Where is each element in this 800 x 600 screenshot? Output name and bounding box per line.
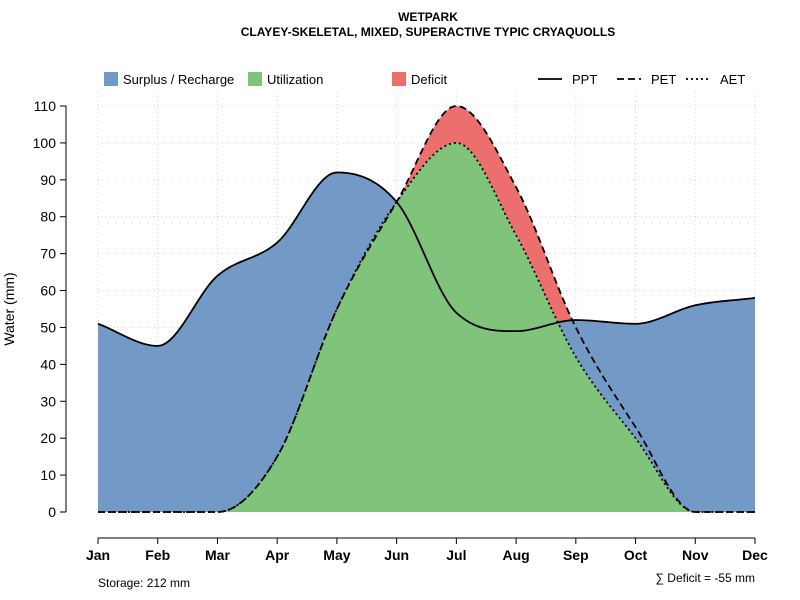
storage-note: Storage: 212 mm [98,576,190,590]
x-tick-label: Oct [624,547,648,563]
legend-label-aet: AET [720,72,745,87]
legend-label-pet: PET [651,72,676,87]
y-tick-label: 0 [48,504,56,520]
x-tick-label: Mar [205,547,230,563]
chart-subtitle: CLAYEY-SKELETAL, MIXED, SUPERACTIVE TYPI… [241,25,616,39]
y-tick-label: 90 [40,172,56,188]
y-tick-label: 20 [40,430,56,446]
legend-swatch-deficit [392,72,406,86]
y-tick-label: 80 [40,209,56,225]
legend: Surplus / Recharge Utilization Deficit PPT P… [104,72,745,87]
legend-label-surplus: Surplus / Recharge [123,72,234,87]
x-tick-label: Aug [502,547,529,563]
x-tick-label: Apr [265,547,290,563]
y-tick-label: 50 [40,319,56,335]
line-aet [98,142,755,513]
y-tick-label: 110 [34,98,57,114]
legend-label-deficit: Deficit [411,72,448,87]
x-tick-label: Jan [86,547,110,563]
y-tick-label: 30 [40,393,56,409]
legend-label-ppt: PPT [572,72,597,87]
deficit-note: ∑ Deficit = -55 mm [655,571,755,585]
x-tick-label: May [323,547,350,563]
line-pet [98,105,755,513]
x-tick-label: Jul [446,547,466,563]
axes: 0 10 20 30 40 50 60 70 80 90 100 110 Jan Feb Mar Apr May… [33,98,768,563]
legend-label-utilization: Utilization [267,72,323,87]
line-ppt [97,171,756,347]
legend-swatch-utilization [248,72,262,86]
y-tick-label: 60 [40,283,56,299]
x-tick-label: Dec [742,547,768,563]
series-lines [97,105,756,513]
x-tick-label: Sep [563,547,589,563]
chart-title: WETPARK [398,10,458,24]
surplus-area-upper [98,142,755,512]
y-tick-label: 10 [40,467,56,483]
y-axis-label: Water (mm) [1,272,17,345]
y-tick-label: 100 [33,135,57,151]
x-tick-label: Nov [682,547,709,563]
legend-swatch-surplus [104,72,118,86]
x-tick-label: Jun [384,547,409,563]
y-tick-label: 40 [40,356,56,372]
y-tick-label: 70 [40,246,56,262]
x-tick-label: Feb [145,547,170,563]
utilization-area [98,142,755,512]
area-fills [98,106,755,512]
